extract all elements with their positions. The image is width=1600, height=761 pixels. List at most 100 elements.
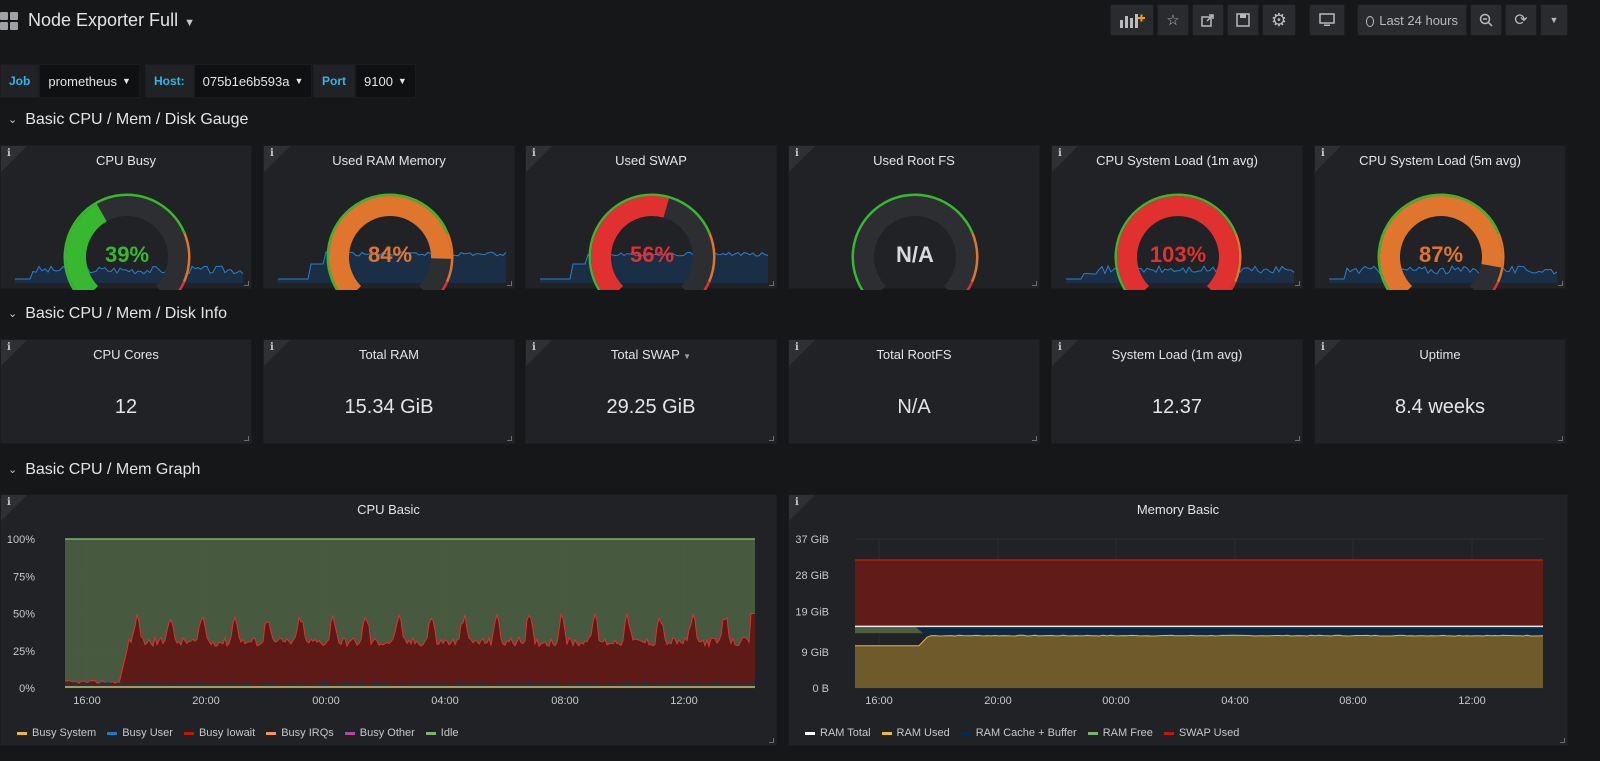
gauge-panel[interactable]: i 103% CPU System Load (1m avg) (1051, 145, 1303, 290)
top-navbar: Node Exporter Full ▼ ☆ ⚙ Last 24 hours ⟳ … (0, 0, 1600, 42)
threshold-arc-red (1228, 280, 1237, 290)
resize-handle[interactable] (1032, 281, 1037, 286)
threshold-arc-green (1377, 193, 1500, 290)
chevron-down-icon: ⌄ (8, 308, 18, 320)
gauge-panel[interactable]: i N/A Used Root FS (788, 145, 1040, 290)
panel-title: Used SWAP (615, 153, 687, 168)
settings-button[interactable]: ⚙ (1262, 4, 1296, 36)
dashboard-title-picker[interactable]: Node Exporter Full ▼ (28, 10, 195, 31)
row-header-graph[interactable]: ⌄ Basic CPU / Mem Graph (8, 461, 200, 479)
share-button[interactable] (1192, 4, 1224, 36)
legend-item[interactable]: Idle (425, 727, 459, 739)
y-tick-label: 37 GiB (795, 534, 829, 546)
cpu-basic-graph[interactable]: 100% 75% 50% 25% 0% 16:00 20:00 00:00 04:00 08:00… (1, 495, 778, 747)
time-range-picker[interactable]: Last 24 hours (1357, 4, 1467, 36)
legend-item[interactable]: RAM Used (881, 727, 950, 739)
threshold-arc-orange (182, 232, 191, 283)
threshold-arc-red (965, 280, 974, 290)
panel-info-corner[interactable] (1, 340, 27, 366)
panel-info-corner[interactable] (1052, 340, 1078, 366)
y-tick-label: 28 GiB (795, 570, 829, 582)
stat-panel[interactable]: i CPU Cores 12 (0, 339, 252, 444)
legend-item[interactable]: RAM Total (805, 727, 871, 739)
panel-info-corner[interactable] (1, 495, 27, 521)
panel-info-corner[interactable] (789, 340, 815, 366)
legend-item[interactable]: Busy System (17, 727, 96, 739)
memory-basic-graph[interactable]: 37 GiB 28 GiB 19 GiB 9 GiB 0 B 16:00 20:00 00:0… (789, 495, 1569, 747)
sparkline-line (540, 251, 769, 280)
variable-dropdown[interactable]: 075b1e6b593a ▼ (193, 64, 313, 98)
legend-label: SWAP Used (1178, 727, 1240, 739)
info-icon: i (7, 342, 11, 353)
refresh-interval-picker[interactable]: ▼ (1540, 4, 1568, 36)
stat-panel[interactable]: i Total SWAP ▼ 29.25 GiB (525, 339, 777, 444)
resize-handle[interactable] (1558, 281, 1563, 286)
row-header-gauge[interactable]: ⌄ Basic CPU / Mem / Disk Gauge (8, 111, 248, 129)
resize-handle[interactable] (769, 436, 774, 441)
caret-down-icon: ▼ (1549, 15, 1559, 25)
row-header-info[interactable]: ⌄ Basic CPU / Mem / Disk Info (8, 305, 227, 323)
stat-value: 8.4 weeks (1394, 396, 1486, 418)
legend-item[interactable]: Busy IRQs (266, 727, 334, 739)
variable-dropdown[interactable]: 9100 ▼ (355, 64, 416, 98)
resize-handle[interactable] (507, 281, 512, 286)
resize-handle[interactable] (244, 281, 249, 286)
legend-item[interactable]: Busy Iowait (183, 727, 255, 739)
resize-handle[interactable] (1295, 436, 1300, 441)
panel-cpu-basic[interactable]: i CPU Basic 100% 75% 50% 25% 0% 16:00 20:00 00:… (0, 494, 777, 746)
stat-panel[interactable]: i Total RAM 15.34 GiB (263, 339, 515, 444)
gauge-panel[interactable]: i 84% Used RAM Memory (263, 145, 515, 290)
gauge-panel[interactable]: i 87% CPU System Load (5m avg) (1314, 145, 1566, 290)
stat-panel[interactable]: i Total RootFS N/A (788, 339, 1040, 444)
legend-label: Busy System (32, 727, 97, 739)
zoom-out-button[interactable] (1470, 4, 1502, 36)
resize-handle[interactable] (769, 738, 774, 743)
tv-mode-button[interactable] (1309, 4, 1345, 36)
resize-handle[interactable] (769, 281, 774, 286)
panel-info-corner[interactable] (264, 146, 290, 172)
variable-dropdown[interactable]: prometheus ▼ (39, 64, 140, 98)
x-tick-label: 04:00 (1221, 695, 1249, 707)
gauge-panel[interactable]: i 56% Used SWAP (525, 145, 777, 290)
resize-handle[interactable] (244, 436, 249, 441)
caret-down-icon[interactable]: ▼ (683, 352, 692, 361)
refresh-button[interactable]: ⟳ (1505, 4, 1537, 36)
legend-item[interactable]: RAM Free (1087, 727, 1153, 739)
resize-handle[interactable] (1558, 436, 1563, 441)
panel-info-corner[interactable] (526, 146, 552, 172)
save-button[interactable] (1227, 4, 1259, 36)
legend-item[interactable]: Busy Other (344, 727, 415, 739)
sparkline-line (1066, 264, 1295, 280)
series-iowait-line (64, 612, 755, 685)
panel-info-corner[interactable] (789, 146, 815, 172)
resize-handle[interactable] (1295, 281, 1300, 286)
apps-grid-icon[interactable] (0, 12, 18, 30)
add-panel-button[interactable] (1110, 4, 1154, 36)
gauge-chart: 84% (278, 193, 507, 290)
sparkline-line (278, 251, 507, 280)
legend-item[interactable]: SWAP Used (1163, 727, 1240, 739)
panel-info-corner[interactable] (264, 340, 290, 366)
legend-item[interactable]: RAM Cache + Buffer (960, 727, 1077, 739)
legend-swatch (1163, 731, 1174, 735)
legend-item[interactable]: Busy User (107, 727, 173, 739)
stat-panel[interactable]: i Uptime 8.4 weeks (1314, 339, 1566, 444)
gauge-panel[interactable]: i 39% CPU Busy (0, 145, 252, 290)
panel-info-corner[interactable] (1, 146, 27, 172)
stat-panel[interactable]: i System Load (1m avg) 12.37 (1051, 339, 1303, 444)
threshold-arc-red (440, 280, 449, 290)
panel-info-corner[interactable] (789, 495, 815, 521)
panel-info-corner[interactable] (1315, 340, 1341, 366)
panel-info-corner[interactable] (1315, 146, 1341, 172)
panel-title: Total RAM (359, 347, 419, 362)
resize-handle[interactable] (1560, 738, 1565, 743)
panel-info-corner[interactable] (526, 340, 552, 366)
star-button[interactable]: ☆ (1157, 4, 1189, 36)
panel-memory-basic[interactable]: i Memory Basic 37 GiB 28 GiB 19 GiB 9 GiB 0 … (788, 494, 1568, 746)
x-tick-label: 20:00 (192, 695, 220, 707)
panel-info-corner[interactable] (1052, 146, 1078, 172)
gauge-chart: 87% (1329, 193, 1558, 290)
resize-handle[interactable] (1032, 436, 1037, 441)
series-used-area (855, 635, 1543, 688)
resize-handle[interactable] (507, 436, 512, 441)
